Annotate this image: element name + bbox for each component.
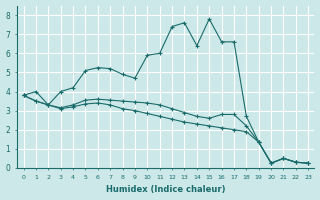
- X-axis label: Humidex (Indice chaleur): Humidex (Indice chaleur): [106, 185, 226, 194]
